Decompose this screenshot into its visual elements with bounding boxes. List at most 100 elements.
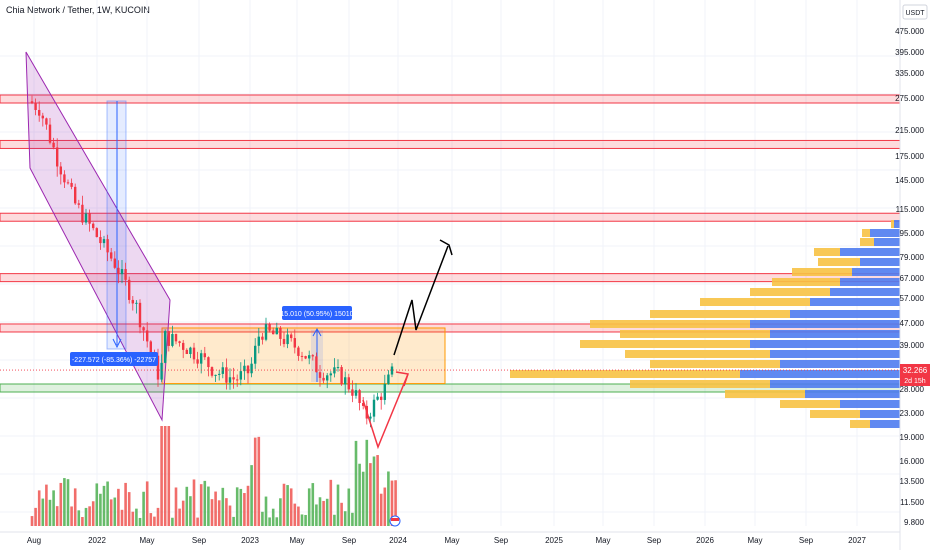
volume-bar bbox=[289, 488, 293, 526]
candle-body bbox=[254, 345, 257, 364]
candle-body bbox=[149, 341, 152, 353]
candle-body bbox=[81, 204, 84, 223]
profile-bar-up bbox=[700, 298, 810, 306]
y-tick-label: 67.000 bbox=[900, 274, 925, 283]
volume-bar bbox=[347, 488, 351, 526]
volume-bar bbox=[196, 517, 199, 526]
candle-body bbox=[210, 367, 214, 376]
volume-bar bbox=[221, 487, 225, 526]
candle-body bbox=[203, 353, 206, 358]
volume-bar bbox=[207, 486, 210, 526]
volume-bar bbox=[282, 483, 286, 526]
profile-bar-up bbox=[725, 390, 805, 398]
volume-bar bbox=[160, 426, 163, 526]
volume-bar bbox=[70, 506, 73, 526]
volume-bar bbox=[250, 465, 253, 526]
profile-bar-up bbox=[580, 340, 750, 348]
y-tick-label: 275.000 bbox=[895, 94, 924, 103]
volume-bar bbox=[315, 504, 318, 526]
volume-bar bbox=[383, 487, 387, 526]
volume-bar bbox=[286, 485, 289, 526]
profile-bar-down bbox=[840, 278, 900, 286]
volume-bar bbox=[210, 499, 214, 526]
candle-body bbox=[196, 359, 199, 364]
candle-body bbox=[387, 374, 390, 384]
x-tick-label: Sep bbox=[494, 536, 509, 545]
volume-bar bbox=[271, 508, 275, 526]
x-tick-label: 2024 bbox=[389, 536, 407, 545]
volume-bar bbox=[171, 517, 174, 526]
candle-body bbox=[59, 166, 62, 175]
volume-bar bbox=[228, 505, 232, 526]
candle-body bbox=[146, 330, 149, 342]
price-scale-bg bbox=[900, 0, 932, 550]
candle-body bbox=[268, 324, 271, 331]
price-badge bbox=[900, 364, 930, 386]
y-tick-label: 57.000 bbox=[900, 294, 925, 303]
candle-body bbox=[358, 390, 361, 404]
candle-body bbox=[52, 142, 55, 148]
x-tick-label: 2026 bbox=[696, 536, 714, 545]
x-tick-label: May bbox=[444, 536, 459, 545]
volume-bar bbox=[318, 497, 322, 526]
range-box bbox=[161, 327, 446, 385]
volume-bar bbox=[149, 513, 153, 526]
volume-bar bbox=[189, 496, 192, 526]
price-badge-countdown: 2d 15h bbox=[904, 378, 926, 385]
x-tick-label: 2022 bbox=[88, 536, 106, 545]
volume-bar bbox=[232, 516, 235, 526]
volume-bar bbox=[30, 516, 34, 526]
v-pattern-arrow bbox=[362, 373, 409, 450]
measure-drop-label-bg bbox=[70, 352, 158, 366]
candle-body bbox=[351, 389, 354, 396]
profile-bar-up bbox=[891, 220, 894, 228]
volume-bar bbox=[124, 482, 127, 526]
candle-body bbox=[347, 377, 350, 390]
volume-bar bbox=[45, 484, 48, 526]
candle-body bbox=[164, 331, 167, 363]
volume-bar bbox=[41, 498, 45, 526]
y-tick-label: 475.000 bbox=[895, 27, 924, 36]
candle-body bbox=[286, 334, 289, 345]
candle-body bbox=[30, 101, 34, 103]
volume-bar bbox=[336, 484, 340, 526]
profile-bar-up bbox=[620, 330, 770, 338]
volume-bar bbox=[138, 517, 142, 526]
measure-rise-label-bg bbox=[282, 306, 352, 320]
volume-bar bbox=[390, 480, 394, 526]
candle-body bbox=[38, 109, 41, 116]
candle-body bbox=[282, 338, 286, 345]
candle-body bbox=[318, 372, 322, 378]
volume-bar bbox=[279, 498, 282, 526]
x-tick-label: May bbox=[289, 536, 304, 545]
candle-body bbox=[174, 334, 178, 342]
candle-body bbox=[344, 377, 347, 385]
x-tick-label: Sep bbox=[342, 536, 357, 545]
profile-bar-down bbox=[860, 258, 900, 266]
candle-body bbox=[362, 403, 365, 406]
candle-body bbox=[293, 338, 296, 348]
volume-bar bbox=[34, 507, 37, 526]
y-tick-label: 28.000 bbox=[900, 385, 925, 394]
volume-bar bbox=[333, 514, 336, 526]
candle-body bbox=[236, 379, 239, 381]
volume-bar bbox=[48, 499, 52, 526]
candle-body bbox=[246, 365, 250, 374]
candle-body bbox=[376, 396, 379, 400]
profile-bar-up bbox=[810, 410, 860, 418]
resistance-zone-2 bbox=[0, 139, 901, 149]
resistance-zone-3 bbox=[0, 212, 901, 222]
volume-bar bbox=[293, 503, 297, 526]
candle-body bbox=[279, 327, 282, 339]
candle-body bbox=[106, 239, 109, 253]
candle-body bbox=[63, 174, 66, 183]
y-tick-label: 19.000 bbox=[900, 433, 925, 442]
volume-bar bbox=[120, 509, 124, 526]
volume-bar bbox=[88, 506, 91, 526]
volume-bar bbox=[351, 512, 354, 526]
volume-bar bbox=[117, 488, 120, 526]
volume-bar bbox=[343, 511, 347, 526]
volume-bar bbox=[145, 481, 149, 526]
